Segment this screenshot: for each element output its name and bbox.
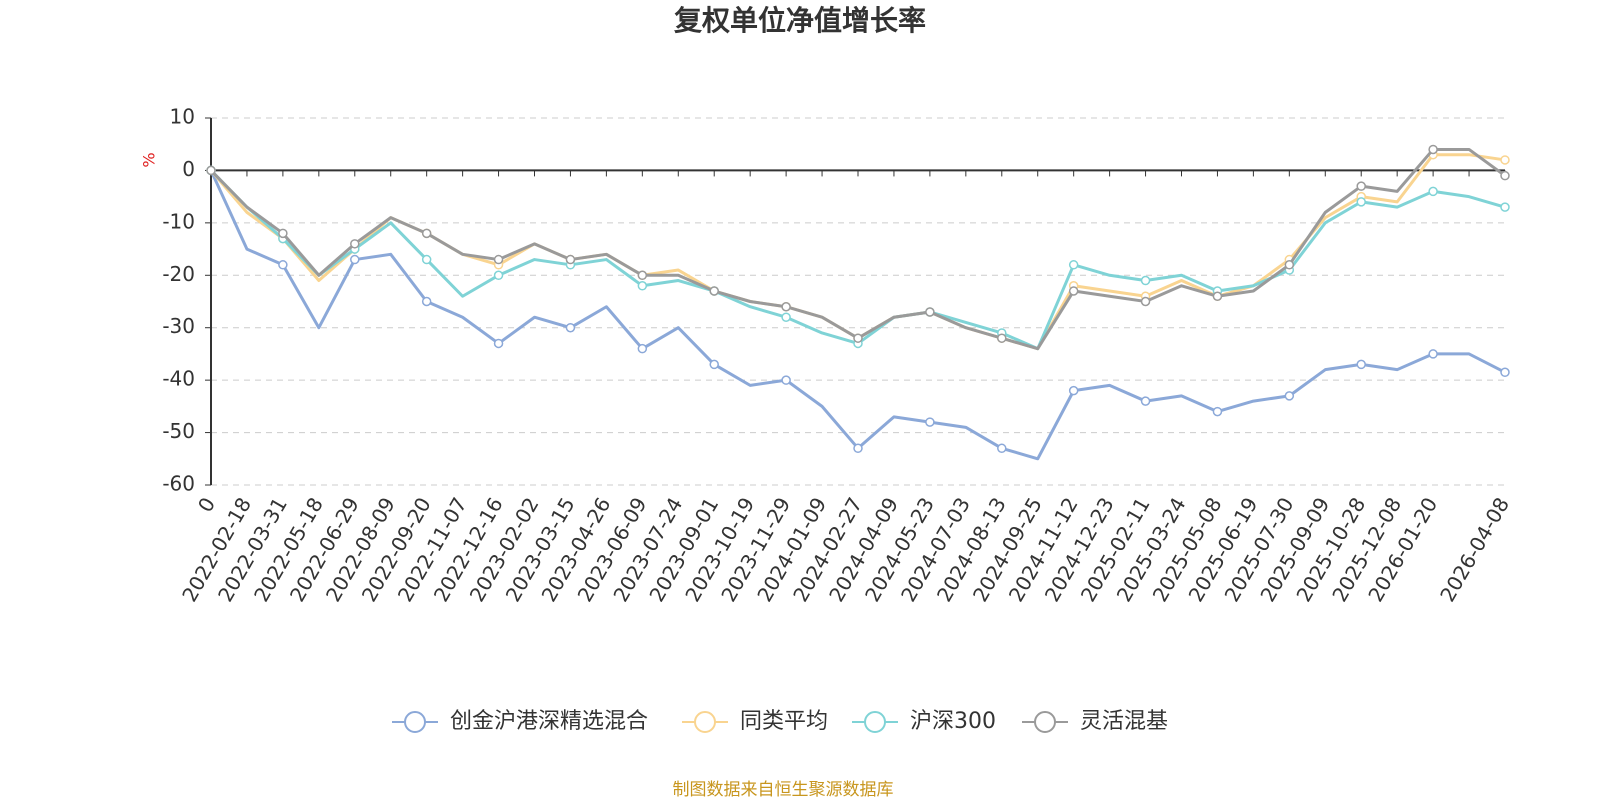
point-marker [206, 165, 216, 176]
point-marker [1140, 296, 1151, 307]
source-note: 制图数据来自恒生聚源数据库 [673, 780, 894, 800]
point-marker [493, 270, 504, 281]
point-marker [1068, 260, 1079, 270]
y-tick-label: -40 [162, 367, 195, 391]
point-marker [1500, 155, 1510, 165]
legend-marker [694, 711, 716, 733]
point-marker [1500, 170, 1510, 181]
point-marker [1500, 202, 1510, 212]
series-line [209, 153, 1506, 351]
point-marker [278, 260, 288, 270]
legend-label: 创金沪港深精选混合 [450, 709, 648, 734]
point-marker [637, 343, 648, 354]
point-marker [709, 359, 719, 370]
point-marker [853, 443, 863, 454]
point-marker [853, 333, 863, 343]
point-marker [781, 375, 791, 385]
point-marker [1284, 260, 1295, 270]
point-marker [1284, 391, 1295, 401]
point-marker [1428, 186, 1438, 197]
legend-marker [864, 711, 886, 733]
point-marker [1356, 197, 1366, 207]
point-marker [278, 228, 288, 239]
point-marker [1428, 144, 1438, 155]
point-marker [350, 239, 360, 249]
point-marker [493, 338, 504, 349]
series-line [209, 169, 1506, 461]
point-marker [421, 296, 432, 307]
x-tick-label: 2026-04-08 [1435, 493, 1514, 606]
point-marker [565, 254, 576, 265]
point-marker [997, 443, 1007, 454]
point-marker [781, 312, 791, 322]
y-tick-label: -60 [162, 472, 195, 496]
x-tick-label: 0 [193, 493, 220, 516]
y-tick-label: 10 [170, 105, 195, 129]
y-tick-label: -30 [162, 314, 195, 338]
y-tick-label: -10 [162, 209, 195, 233]
point-marker [997, 333, 1007, 343]
point-marker [925, 417, 935, 427]
legend-item: 灵活混基 [1022, 709, 1168, 734]
point-marker [565, 322, 576, 333]
legend-item: 创金沪港深精选混合 [392, 709, 648, 734]
point-marker [350, 254, 360, 265]
point-marker [1500, 367, 1510, 378]
point-marker [1356, 359, 1366, 370]
series-line [209, 169, 1506, 351]
point-marker [709, 286, 719, 296]
y-tick-label: -20 [162, 262, 195, 286]
point-marker [1068, 286, 1079, 296]
point-marker [421, 228, 432, 239]
point-marker [637, 281, 648, 291]
point-marker [1068, 385, 1079, 396]
point-marker [781, 301, 791, 312]
point-marker [637, 270, 648, 281]
legend-item: 同类平均 [682, 709, 828, 734]
point-marker [1140, 396, 1151, 406]
point-marker [1428, 349, 1438, 359]
point-marker [493, 254, 504, 265]
point-marker [1212, 291, 1223, 302]
legend-label: 同类平均 [740, 709, 828, 734]
chart-title: 复权单位净值增长率 [674, 4, 926, 37]
y-tick-label: 0 [182, 157, 195, 181]
legend-label: 沪深300 [910, 709, 996, 734]
point-marker [421, 254, 432, 265]
y-unit: % [140, 152, 159, 167]
legend-marker [404, 711, 426, 733]
y-tick-label: -50 [162, 419, 195, 443]
point-marker [925, 307, 935, 317]
point-marker [1356, 181, 1366, 191]
legend-label: 灵活混基 [1080, 709, 1168, 734]
legend-marker [1034, 711, 1056, 733]
series-line [209, 147, 1506, 351]
legend-item: 沪深300 [852, 709, 996, 734]
point-marker [1212, 406, 1223, 417]
point-marker [1140, 275, 1151, 286]
